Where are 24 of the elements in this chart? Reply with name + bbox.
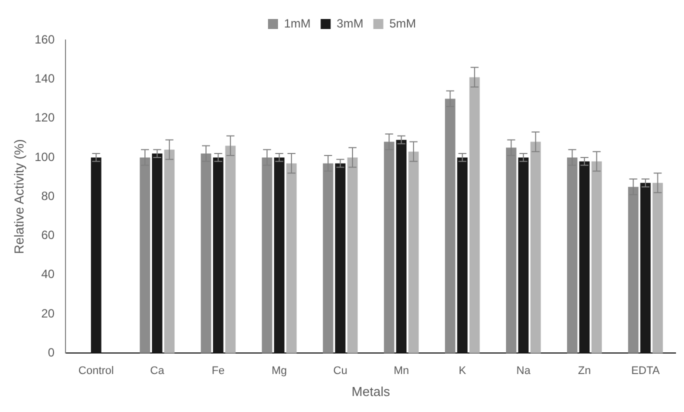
x-tick-label: Zn bbox=[578, 364, 591, 377]
x-tick-label: Ca bbox=[150, 364, 166, 377]
x-tick-label: Cu bbox=[333, 364, 348, 377]
y-tick-label: 160 bbox=[34, 32, 55, 46]
x-tick-label: Mg bbox=[272, 364, 287, 377]
y-tick-label: 80 bbox=[41, 188, 55, 203]
y-tick-label: 140 bbox=[34, 71, 55, 86]
x-tick-label: Na bbox=[516, 364, 532, 377]
y-tick-label: 60 bbox=[41, 228, 55, 242]
y-tick-label: 40 bbox=[41, 267, 55, 282]
y-axis-title: Relative Activity (%) bbox=[11, 139, 26, 254]
x-tick-label: Control bbox=[78, 364, 114, 377]
x-tick-label: Fe bbox=[212, 364, 225, 377]
x-tick-label: EDTA bbox=[631, 364, 660, 377]
y-tick-label: 120 bbox=[34, 110, 55, 125]
legend-label: 1mM bbox=[284, 16, 311, 30]
x-tick-label: Mn bbox=[394, 364, 409, 377]
y-tick-label: 20 bbox=[41, 306, 55, 320]
x-axis-title: Metals bbox=[352, 384, 390, 399]
y-tick-label: 0 bbox=[48, 346, 55, 360]
legend-label: 3mM bbox=[336, 16, 364, 30]
x-tick-label: K bbox=[458, 364, 467, 377]
y-tick-label: 100 bbox=[34, 150, 55, 164]
legend-label: 5mM bbox=[389, 16, 416, 30]
